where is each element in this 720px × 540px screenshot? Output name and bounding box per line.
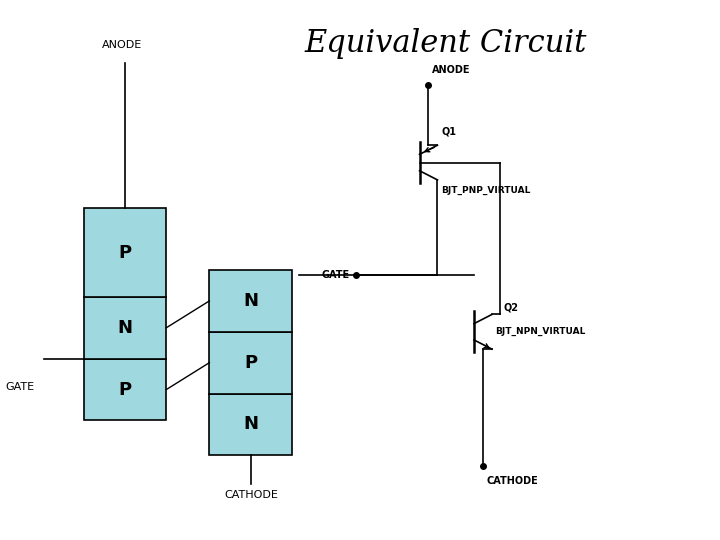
Text: CATHODE: CATHODE xyxy=(224,490,278,500)
Text: GATE: GATE xyxy=(5,382,34,392)
Bar xyxy=(210,270,292,332)
Text: BJT_PNP_VIRTUAL: BJT_PNP_VIRTUAL xyxy=(441,186,531,195)
Text: N: N xyxy=(243,292,258,310)
Text: P: P xyxy=(119,381,132,399)
Text: GATE: GATE xyxy=(321,271,349,280)
Text: Q1: Q1 xyxy=(441,127,456,137)
Bar xyxy=(84,208,166,297)
Bar xyxy=(210,394,292,455)
Text: ANODE: ANODE xyxy=(432,65,470,75)
Bar xyxy=(210,332,292,394)
Text: CATHODE: CATHODE xyxy=(487,476,539,486)
Text: P: P xyxy=(244,354,257,372)
Text: N: N xyxy=(243,415,258,434)
Bar xyxy=(84,297,166,359)
Text: P: P xyxy=(119,244,132,261)
Text: BJT_NPN_VIRTUAL: BJT_NPN_VIRTUAL xyxy=(495,327,586,336)
Bar xyxy=(84,359,166,421)
Text: N: N xyxy=(117,319,132,337)
Text: Equivalent Circuit: Equivalent Circuit xyxy=(305,28,588,59)
Text: Q2: Q2 xyxy=(503,302,518,313)
Text: ANODE: ANODE xyxy=(102,40,142,50)
